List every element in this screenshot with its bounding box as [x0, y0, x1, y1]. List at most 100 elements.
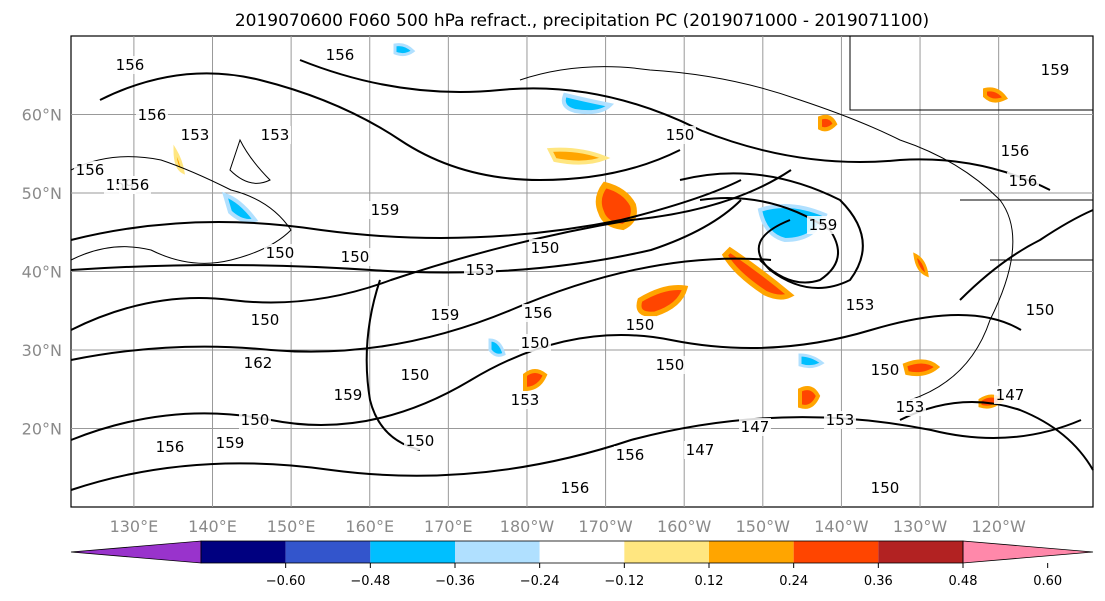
colorbar-extend-max — [962, 540, 1094, 564]
contour-label-bg — [264, 244, 296, 262]
contour-label: 153 — [511, 391, 540, 409]
contour-label-bg — [869, 361, 901, 379]
colorbar-tick-label: 0.36 — [864, 574, 893, 589]
contour-labels: 156 156 156 159 156 153 153 150 159 156 159 150 150 1… — [74, 46, 1071, 497]
shade-blob — [222, 191, 259, 223]
shade-blob — [546, 147, 611, 165]
shade-blob — [173, 144, 185, 175]
shade-blob — [798, 353, 825, 369]
contour-label-bg — [522, 304, 554, 322]
shade-blob — [721, 246, 795, 300]
contour-label: 150 — [666, 126, 695, 144]
contour-label-bg — [136, 106, 168, 124]
colorbar-segment — [709, 541, 794, 563]
contour-label: 150 — [1026, 301, 1055, 319]
coast-asia — [70, 156, 292, 264]
contour-label: 162 — [244, 354, 273, 372]
colorbar-extend-min — [70, 540, 202, 564]
shade-blob — [523, 369, 548, 392]
colorbar-tick-label: −0.24 — [520, 574, 560, 589]
contour-label: 156 — [121, 176, 150, 194]
coast-north-america — [519, 66, 1014, 401]
colorbar-segment — [370, 541, 455, 563]
contour-label: 147 — [686, 441, 715, 459]
contour-label: 147 — [741, 418, 770, 436]
colorbar-tick-label: −0.60 — [266, 574, 306, 589]
contour-label-bg — [332, 386, 364, 404]
coast-kamchatka-area — [229, 138, 271, 184]
contour-label-bg — [114, 56, 146, 74]
shade-blob — [902, 359, 941, 377]
contour-label-bg — [519, 334, 551, 352]
contour-label: 159 — [809, 216, 838, 234]
colorbar-tick-label: −0.48 — [350, 574, 390, 589]
contour-label: 156 — [138, 106, 167, 124]
contour-line — [70, 416, 1082, 491]
colorbar-segment — [878, 541, 963, 563]
contour-line — [70, 257, 772, 361]
contour-label-bg — [624, 316, 656, 334]
contour-label-bg — [324, 46, 356, 64]
contour-line — [899, 401, 1094, 471]
contour-label: 156 — [524, 304, 553, 322]
contour-label: 159 — [371, 201, 400, 219]
shade-blob — [636, 285, 689, 317]
contour-label: 159 — [216, 434, 245, 452]
shade-blob — [393, 43, 416, 57]
contour-label-bg — [807, 216, 839, 234]
contour-label: 150 — [656, 356, 685, 374]
lon-tick-label: 140°W — [814, 517, 869, 536]
shade-blob — [561, 92, 615, 115]
contour-label-bg — [429, 306, 461, 324]
contour-label: 156 — [1009, 172, 1038, 190]
contour-label-bg — [369, 201, 401, 219]
lon-tick-label: 120°W — [971, 517, 1026, 536]
colorbar-segment — [201, 541, 286, 563]
contour-label: 159 — [431, 306, 460, 324]
contour-label: 150 — [521, 334, 550, 352]
colorbar: −0.60 −0.48 −0.36 −0.24 −0.12 0.12 0.24 0.36 0.4… — [70, 540, 1094, 589]
contour-label: 156 — [326, 46, 355, 64]
contour-label-bg — [654, 356, 686, 374]
contour-label-bg — [242, 354, 274, 372]
contour-label-bg — [399, 366, 431, 384]
contour-label: 150 — [531, 239, 560, 257]
colorbar-segment — [455, 541, 540, 563]
contour-label: 153 — [826, 411, 855, 429]
contour-label: 150 — [251, 311, 280, 329]
shade-blob — [913, 252, 929, 278]
contour-label: 153 — [181, 126, 210, 144]
contour-label: 150 — [241, 411, 270, 429]
latitude-labels: 60°N 50°N 40°N 30°N 20°N — [22, 106, 62, 439]
contour-label: 150 — [871, 479, 900, 497]
contour-label: 150 — [406, 432, 435, 450]
contour-label-bg — [614, 446, 646, 464]
colorbar-tick-label: 0.48 — [949, 574, 978, 589]
lon-tick-label: 170°E — [424, 517, 473, 536]
contour-label-bg — [214, 434, 246, 452]
contour-label: 147 — [996, 386, 1025, 404]
contour-label: 156 — [561, 479, 590, 497]
lat-tick-label: 60°N — [22, 106, 62, 125]
contour-label-bg — [1039, 61, 1071, 79]
contour-label-bg — [74, 161, 106, 179]
contour-label-bg — [249, 311, 281, 329]
contour-label: 159 — [1041, 61, 1070, 79]
colorbar-tick-label: 0.24 — [779, 574, 808, 589]
border-canada — [849, 36, 1093, 111]
contour-label-bg — [119, 176, 151, 194]
map-panel: 156 156 156 159 156 153 153 150 159 156 159 150 150 1… — [22, 35, 1094, 536]
shade-blob — [595, 181, 637, 231]
colorbar-segment — [624, 541, 709, 563]
contour-label-bg — [739, 418, 771, 436]
colorbar-segment — [793, 541, 879, 563]
lon-tick-label: 150°E — [267, 517, 316, 536]
lon-tick-label: 130°E — [110, 517, 159, 536]
contour-label: 153 — [261, 126, 290, 144]
lon-tick-label: 170°W — [578, 517, 633, 536]
contour-label-bg — [179, 126, 211, 144]
contour-line — [99, 72, 681, 182]
contour-label: 159 — [334, 386, 363, 404]
